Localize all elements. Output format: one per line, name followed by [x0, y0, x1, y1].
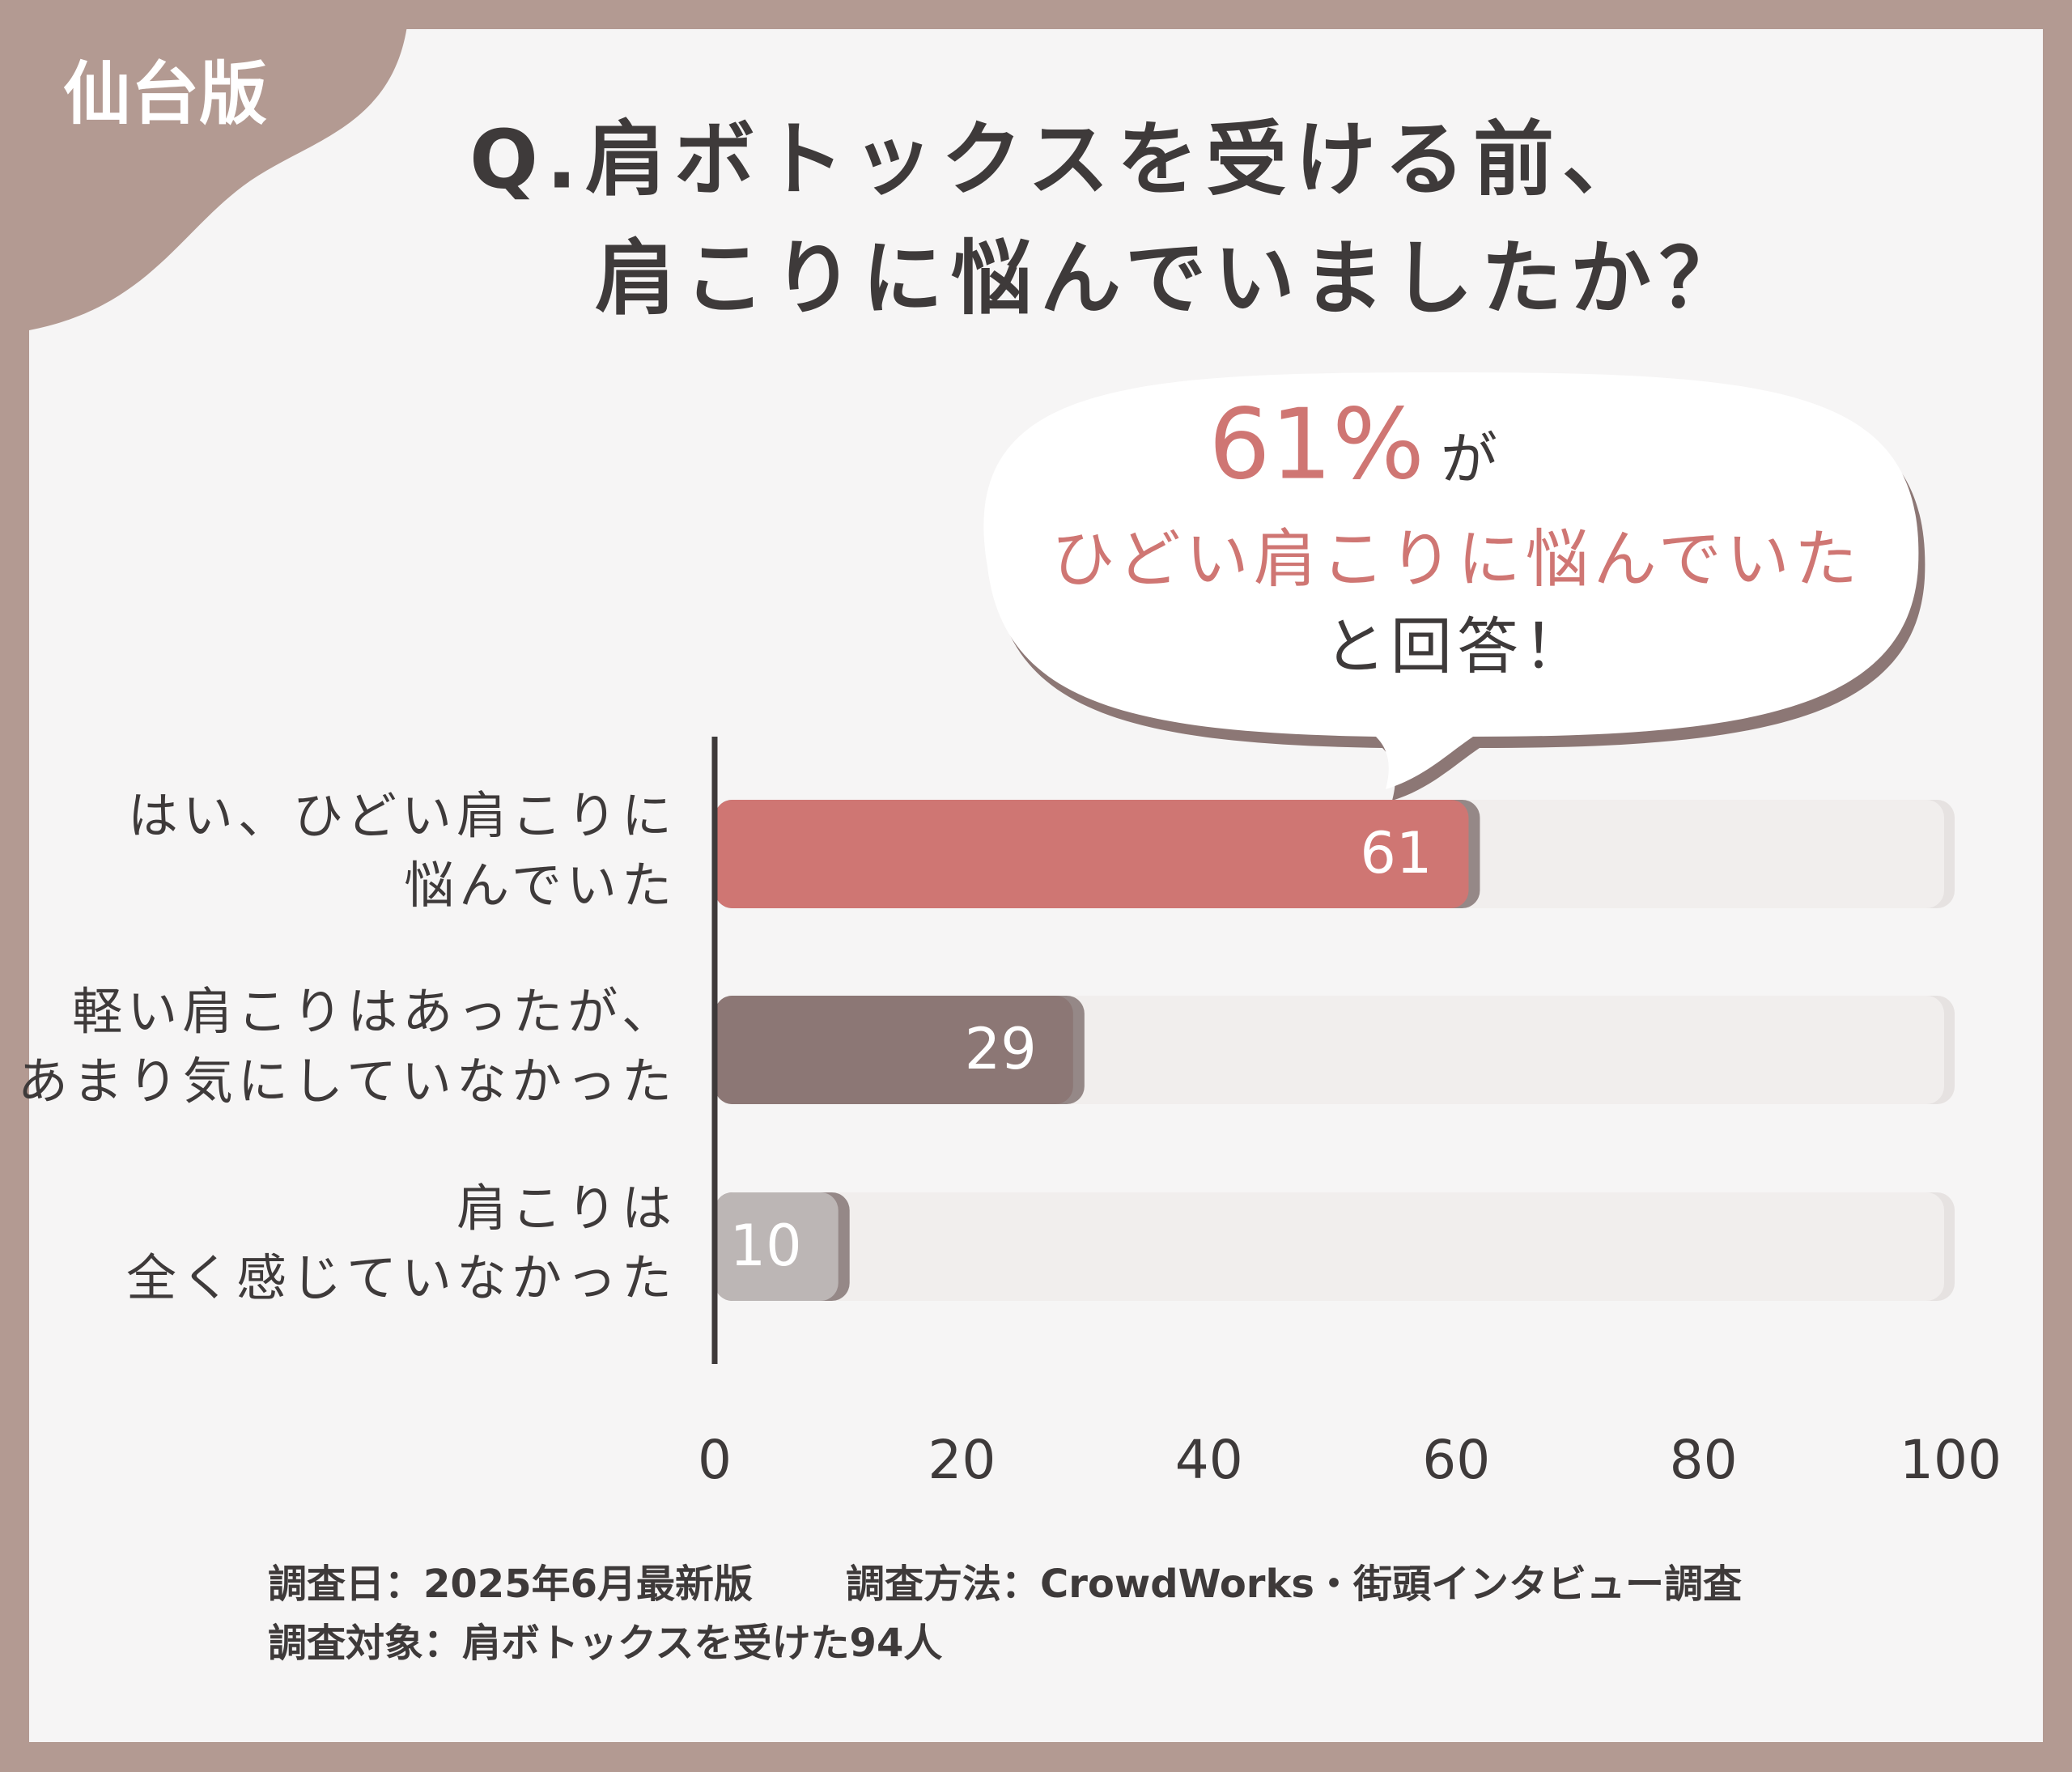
x-tick-label: 100 — [1900, 1429, 2002, 1491]
plot: 0 20 40 60 80 100 61 はい、ひどい肩こりに悩んでいた 29 軽い肩こりはあった… — [18, 737, 2002, 1491]
value-label: 61 — [1360, 820, 1432, 886]
footer: 調査日：2025年6月最新版 — [268, 1562, 753, 1607]
footer: 調査対象：肩ボトックスを受けた94人 — [268, 1621, 942, 1666]
x-tick-label: 60 — [1422, 1429, 1490, 1491]
x-tick-label: 0 — [698, 1429, 732, 1491]
bar — [715, 800, 1469, 908]
y-tick-label: あまり気にしていなかった — [18, 1052, 677, 1111]
y-tick-label: 軽い肩こりはあったが、 — [72, 982, 677, 1041]
bar — [715, 1192, 839, 1301]
footer: 調査方法：CrowdWorks・街頭インタビュー調査 — [846, 1562, 1742, 1607]
y-tick-label: 全く感じていなかった — [126, 1248, 677, 1307]
callout-text: ひどい肩こりに悩んでいた — [1051, 523, 1862, 596]
callout-text: が — [1441, 426, 1497, 492]
callout-bubble — [983, 372, 1919, 789]
callout-highlight: 61% — [1208, 389, 1424, 502]
title: 肩こりに悩んでいましたか？ — [595, 231, 1748, 325]
y-tick-label: 肩こりは — [456, 1179, 677, 1238]
x-tick-label: 20 — [928, 1429, 996, 1491]
y-tick-label: 悩んでいた — [404, 856, 677, 915]
y-tick-label: はい、ひどい肩こりに — [128, 786, 677, 845]
title: Q.肩ボトックスを受ける前、 — [469, 112, 1651, 206]
bar — [715, 996, 1073, 1104]
x-tick-label: 80 — [1670, 1429, 1738, 1491]
callout-text: と回答！ — [1324, 610, 1590, 682]
badge: 仙台版 — [63, 54, 267, 134]
value-label: 10 — [730, 1213, 802, 1279]
value-label: 29 — [965, 1016, 1037, 1082]
callout: 61% が ひどい肩こりに悩んでいた と回答！ — [983, 372, 1926, 801]
x-tick-label: 40 — [1175, 1429, 1243, 1491]
bar-track — [715, 1192, 1944, 1301]
badge-shape — [0, 0, 410, 330]
